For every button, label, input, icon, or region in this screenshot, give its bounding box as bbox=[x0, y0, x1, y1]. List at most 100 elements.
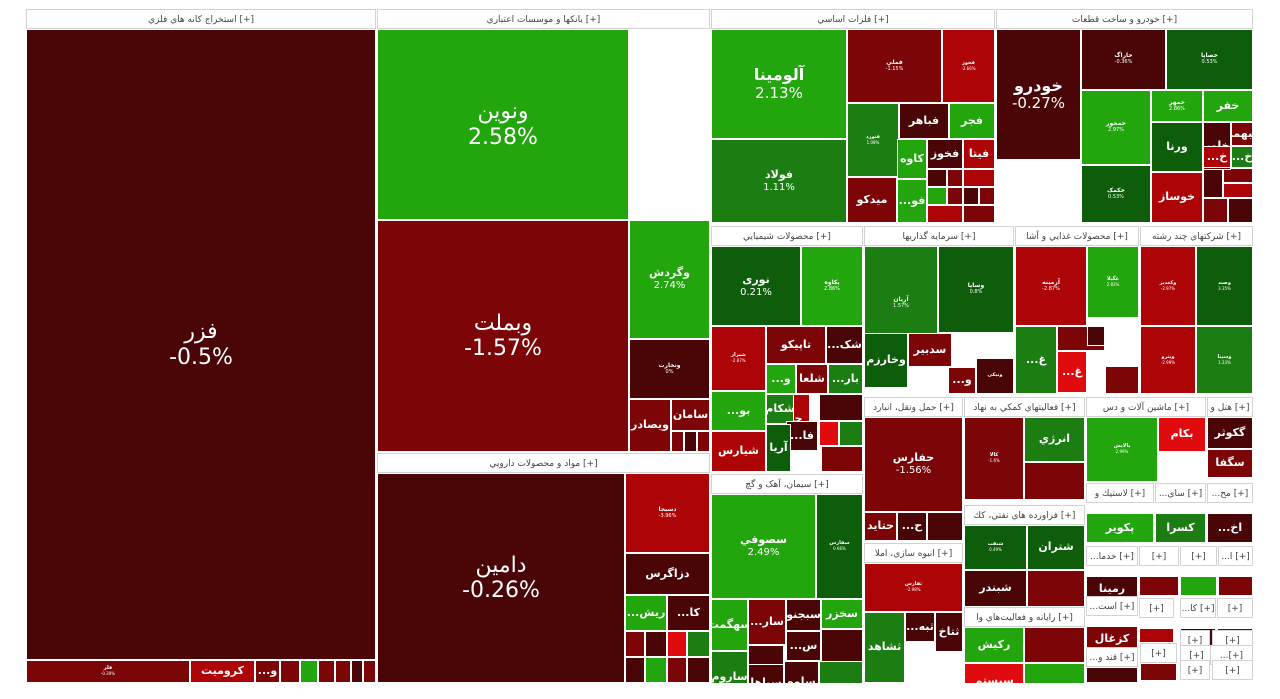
minor-stock-tile[interactable] bbox=[697, 431, 710, 452]
minor-stock-tile[interactable] bbox=[1024, 663, 1085, 683]
stock-tile[interactable]: خفر bbox=[1203, 90, 1253, 122]
stock-tile[interactable]: وکغدیر -2.97% bbox=[1140, 246, 1196, 326]
stock-tile[interactable]: شلعا bbox=[796, 364, 828, 394]
stock-tile[interactable]: فباهر bbox=[899, 103, 949, 139]
stock-tile[interactable]: فلز -0.39% bbox=[26, 660, 190, 683]
stock-tile[interactable]: فخوز -2.66% bbox=[942, 29, 995, 103]
stock-tile[interactable]: فجر bbox=[949, 103, 995, 139]
stock-tile[interactable]: خاراگ -0.36% bbox=[1081, 29, 1166, 90]
stock-tile[interactable]: آریا bbox=[766, 424, 791, 472]
stock-tile[interactable]: ...ثبه bbox=[905, 612, 935, 642]
stock-tile[interactable]: سپاها bbox=[748, 664, 784, 683]
minor-stock-tile[interactable] bbox=[979, 187, 995, 205]
minor-stock-tile[interactable] bbox=[963, 205, 995, 223]
stock-tile[interactable]: کسرا bbox=[1155, 513, 1206, 543]
sector-header[interactable]: [+] bbox=[1217, 598, 1253, 618]
minor-stock-tile[interactable] bbox=[1203, 168, 1223, 198]
stock-tile[interactable]: فزر -0.5% bbox=[26, 29, 376, 660]
minor-stock-tile[interactable] bbox=[1024, 462, 1085, 500]
stock-tile[interactable]: ثشاهد bbox=[864, 612, 905, 683]
stock-tile[interactable]: ...و bbox=[255, 660, 280, 683]
stock-tile[interactable]: ...غ bbox=[1057, 351, 1087, 393]
stock-tile[interactable]: خمحور 2.97% bbox=[1081, 90, 1151, 165]
minor-stock-tile[interactable] bbox=[1027, 570, 1085, 607]
stock-tile[interactable]: شتران bbox=[1027, 525, 1085, 570]
stock-tile[interactable]: شکام bbox=[766, 394, 794, 424]
stock-tile[interactable]: وسینا 1.23% bbox=[1196, 326, 1253, 394]
stock-tile[interactable]: ...فو bbox=[897, 179, 927, 223]
stock-tile[interactable]: ...خ bbox=[1231, 146, 1253, 168]
stock-tile[interactable]: ...و bbox=[766, 364, 796, 394]
stock-tile[interactable]: ...ح bbox=[897, 512, 927, 541]
sector-header[interactable]: ...سای [+] bbox=[1155, 483, 1206, 503]
stock-tile[interactable] bbox=[1139, 628, 1174, 643]
stock-tile[interactable]: ...فا bbox=[786, 421, 818, 451]
minor-stock-tile[interactable] bbox=[671, 431, 684, 452]
minor-stock-tile[interactable] bbox=[625, 631, 645, 657]
stock-tile[interactable]: خبهمن bbox=[1231, 122, 1253, 146]
sector-header[interactable]: لاستیك و [+] bbox=[1086, 483, 1154, 503]
stock-tile[interactable]: دزاگرس bbox=[625, 553, 710, 595]
sector-header[interactable]: حمل ونقل، انبارد [+] bbox=[864, 397, 963, 417]
stock-tile[interactable]: ...غ bbox=[1015, 326, 1057, 394]
stock-tile[interactable]: وسایا 0.8% bbox=[938, 246, 1014, 333]
stock-tile[interactable]: سصوفي 2.49% bbox=[711, 494, 816, 599]
minor-stock-tile[interactable] bbox=[839, 421, 863, 446]
stock-tile[interactable]: خودرو -0.27% bbox=[996, 29, 1081, 160]
minor-stock-tile[interactable] bbox=[363, 660, 376, 683]
stock-tile[interactable]: انرژي bbox=[1024, 417, 1085, 462]
stock-tile[interactable]: سهگمت bbox=[711, 599, 748, 651]
minor-stock-tile[interactable] bbox=[1228, 198, 1253, 223]
minor-stock-tile[interactable] bbox=[1223, 168, 1253, 183]
minor-stock-tile[interactable] bbox=[667, 657, 687, 683]
stock-tile[interactable]: ونیکی bbox=[976, 358, 1014, 394]
minor-stock-tile[interactable] bbox=[819, 421, 839, 446]
sector-header[interactable]: ...قند و [+] bbox=[1086, 647, 1138, 667]
stock-tile[interactable]: دسبحا -3.96% bbox=[625, 473, 710, 553]
minor-stock-tile[interactable] bbox=[1105, 366, 1139, 394]
sector-header[interactable]: ...خدما [+] bbox=[1086, 546, 1138, 566]
sector-header[interactable]: ...کا [+] bbox=[1180, 598, 1216, 618]
minor-stock-tile[interactable] bbox=[280, 660, 300, 683]
stock-tile[interactable]: وپترو -2.99% bbox=[1140, 326, 1196, 394]
minor-stock-tile[interactable] bbox=[821, 629, 863, 664]
stock-tile[interactable]: ...ریش bbox=[625, 595, 667, 631]
stock-tile[interactable]: سیستم bbox=[964, 663, 1024, 683]
sector-header[interactable]: محصولات غذايي و آشا [+] bbox=[1015, 226, 1139, 246]
stock-tile[interactable]: سفارس 0.66% bbox=[816, 494, 863, 599]
stock-tile[interactable]: دامین -0.26% bbox=[377, 473, 625, 683]
stock-tile[interactable]: رکیش bbox=[964, 627, 1024, 663]
stock-tile[interactable]: خکمک 0.53% bbox=[1081, 165, 1151, 223]
sector-header[interactable]: ...مح [+] bbox=[1207, 483, 1253, 503]
sector-header[interactable]: شرکتهاي چند رشته [+] bbox=[1140, 226, 1253, 246]
stock-tile[interactable]: پکاوه 2.86% bbox=[801, 246, 863, 326]
stock-tile[interactable]: حتاید bbox=[864, 512, 897, 541]
minor-stock-tile[interactable] bbox=[1087, 326, 1105, 346]
sector-header[interactable]: ...است [+] bbox=[1086, 596, 1138, 616]
stock-tile[interactable]: سدبیر bbox=[908, 333, 952, 367]
minor-stock-tile[interactable] bbox=[667, 631, 687, 657]
stock-tile[interactable]: تاپیکو bbox=[766, 326, 826, 364]
minor-stock-tile[interactable] bbox=[335, 660, 351, 683]
stock-tile[interactable] bbox=[1140, 663, 1177, 681]
stock-tile[interactable]: ورنا bbox=[1151, 122, 1203, 172]
sector-header[interactable]: [+] bbox=[1139, 598, 1174, 618]
sector-header[interactable]: مواد و محصولات دارويي [+] bbox=[377, 453, 710, 473]
stock-tile[interactable]: فنورد 1.08% bbox=[847, 103, 899, 177]
sector-header[interactable]: انبوه سازي، املا [+] bbox=[864, 543, 963, 563]
stock-tile[interactable]: نوری 0.21% bbox=[711, 246, 801, 326]
sector-header[interactable]: فلزات اساسي [+] bbox=[711, 9, 995, 29]
minor-stock-tile[interactable] bbox=[1024, 627, 1085, 663]
stock-tile[interactable]: وبملت -1.57% bbox=[377, 220, 629, 452]
stock-tile[interactable]: ویصادر bbox=[629, 399, 671, 452]
stock-tile[interactable]: شیراز -2.87% bbox=[711, 326, 766, 391]
minor-stock-tile[interactable] bbox=[625, 657, 645, 683]
minor-stock-tile[interactable] bbox=[819, 394, 863, 421]
stock-tile[interactable]: خمهر 2.86% bbox=[1151, 90, 1203, 122]
stock-tile[interactable]: ...خ bbox=[1203, 146, 1231, 168]
sector-header[interactable]: [+] bbox=[1180, 660, 1210, 680]
minor-stock-tile[interactable] bbox=[1223, 183, 1253, 198]
sector-header[interactable]: [+] bbox=[1139, 546, 1179, 566]
stock-tile[interactable]: ساروم bbox=[711, 651, 748, 683]
minor-stock-tile[interactable] bbox=[819, 661, 863, 683]
